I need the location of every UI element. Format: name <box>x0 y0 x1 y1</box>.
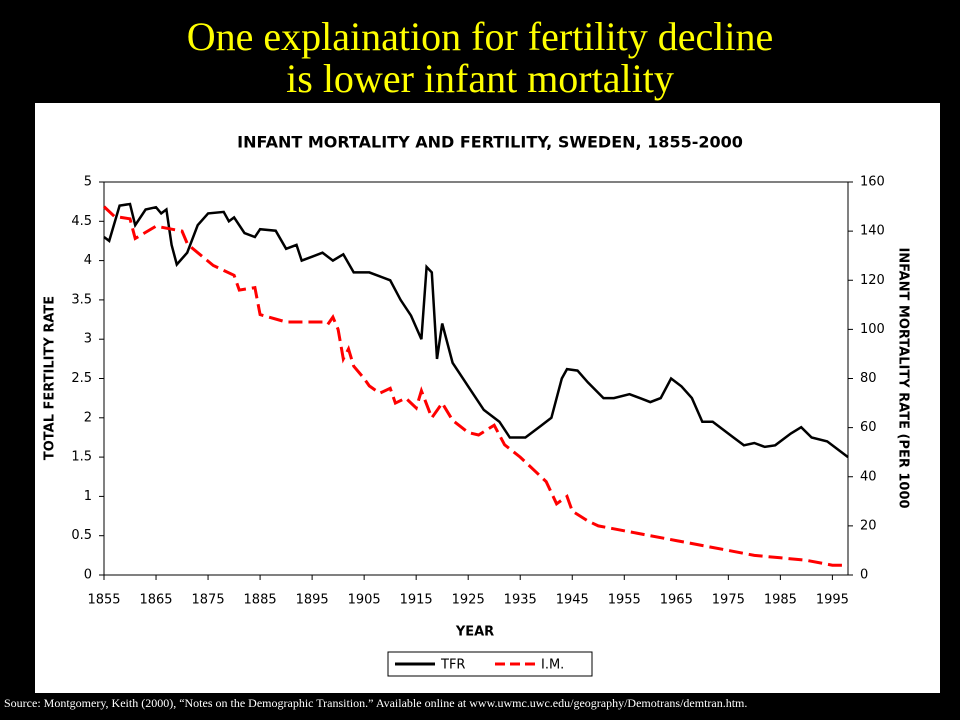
y-tick-label: 1 <box>84 489 92 504</box>
x-tick-label: 1925 <box>452 593 485 608</box>
y2-tick-label: 140 <box>860 224 885 239</box>
x-tick-label: 1865 <box>139 593 172 608</box>
x-tick-label: 1885 <box>244 593 277 608</box>
x-tick-label: 1975 <box>712 593 745 608</box>
y2-tick-label: 120 <box>860 273 885 288</box>
y-tick-label: 2.5 <box>71 371 92 386</box>
y-tick-label: 2 <box>84 410 92 425</box>
y-tick-label: 0 <box>84 568 92 583</box>
source-note: Source: Montgomery, Keith (2000), “Notes… <box>4 696 747 710</box>
x-tick-label: 1985 <box>764 593 797 608</box>
x-tick-label: 1915 <box>400 593 433 608</box>
x-axis-label: YEAR <box>455 625 494 640</box>
x-tick-label: 1955 <box>608 593 641 608</box>
x-tick-label: 1855 <box>87 593 120 608</box>
x-tick-label: 1895 <box>296 593 329 608</box>
x-tick-label: 1935 <box>504 593 537 608</box>
y-tick-label: 4 <box>84 253 92 268</box>
x-tick-label: 1995 <box>816 593 849 608</box>
x-tick-label: 1945 <box>556 593 589 608</box>
y2-tick-label: 60 <box>860 420 877 435</box>
y2-tick-label: 0 <box>860 568 868 583</box>
y2-tick-label: 100 <box>860 322 885 337</box>
x-tick-label: 1875 <box>192 593 225 608</box>
slide-title: is lower infant mortality <box>286 56 674 101</box>
series-line <box>102 205 848 567</box>
y2-tick-label: 40 <box>860 469 877 484</box>
x-tick-label: 1905 <box>348 593 381 608</box>
y-tick-label: 3.5 <box>71 292 92 307</box>
y-tick-label: 0.5 <box>71 528 92 543</box>
y-tick-label: 3 <box>84 332 92 347</box>
series-line <box>103 202 849 459</box>
legend-label: I.M. <box>541 658 564 673</box>
legend-label: TFR <box>440 658 465 673</box>
y2-tick-label: 80 <box>860 371 877 386</box>
y-tick-label: 4.5 <box>71 214 92 229</box>
chart-panel <box>35 103 940 693</box>
y-tick-label: 5 <box>84 175 92 190</box>
x-tick-label: 1965 <box>660 593 693 608</box>
y2-tick-label: 20 <box>860 518 877 533</box>
y2-tick-label: 160 <box>860 175 885 190</box>
slide-title: One explaination for fertility decline <box>187 14 773 59</box>
y2-axis-label: INFANT MORTALITY RATE (PER 1000 <box>896 247 911 508</box>
y-tick-label: 1.5 <box>71 450 92 465</box>
y-axis-label: TOTAL FERTILITY RATE <box>43 296 58 460</box>
chart-title: INFANT MORTALITY AND FERTILITY, SWEDEN, … <box>237 133 743 152</box>
